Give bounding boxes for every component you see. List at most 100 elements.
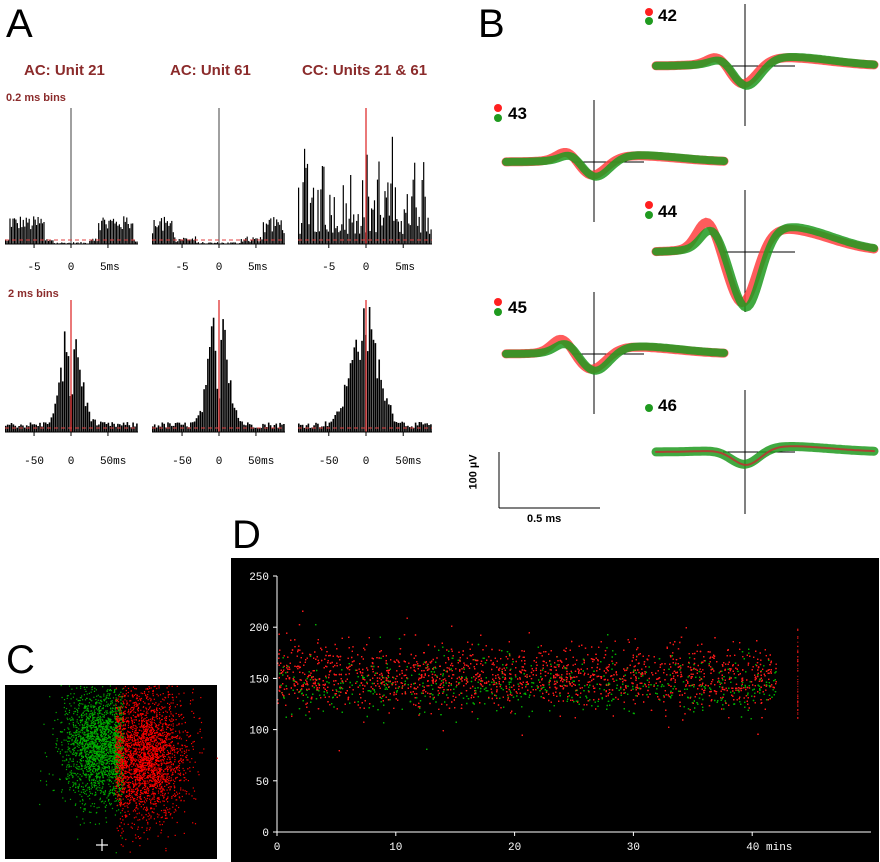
histogram-bar <box>363 217 365 244</box>
histogram-bar <box>114 223 116 244</box>
histogram-bar <box>208 242 210 244</box>
x-tick-label: 0 <box>363 262 370 274</box>
histogram-bar <box>43 222 45 244</box>
histogram-bar <box>343 384 346 432</box>
histogram-bar <box>203 389 205 432</box>
histogram-bar <box>111 220 113 244</box>
histogram-bar <box>304 148 306 244</box>
histogram-bar <box>327 231 329 244</box>
waveform-green <box>652 53 878 90</box>
histogram-bar <box>214 242 216 244</box>
plot-background <box>231 558 879 862</box>
y-tick-label: 250 <box>249 572 269 584</box>
histogram-bar <box>209 347 211 432</box>
histogram-bar <box>18 228 20 244</box>
histogram-bar <box>256 427 259 432</box>
unit-44-green-dot <box>645 211 653 219</box>
x-tick-label: -50 <box>319 456 339 468</box>
histogram-bar <box>387 182 389 244</box>
histogram-bar <box>92 419 94 432</box>
histogram-bar <box>283 233 285 244</box>
histogram-bar <box>302 182 304 244</box>
histogram-bar <box>305 425 308 432</box>
histogram-bar <box>201 412 203 432</box>
histogram-bar <box>8 239 10 244</box>
histogram-bar <box>245 238 247 244</box>
histogram-bar <box>258 427 260 432</box>
histogram-bar <box>360 225 362 244</box>
histogram-bar <box>67 356 70 432</box>
histogram-bar <box>318 231 320 244</box>
histogram-bar <box>418 422 421 432</box>
histogram-bar <box>132 223 134 244</box>
histogram-bar <box>268 219 270 244</box>
x-tick-label: -5 <box>322 262 335 274</box>
histogram-bar <box>181 239 183 244</box>
histogram-bar <box>402 233 404 244</box>
histogram-bar <box>420 422 423 432</box>
histogram-bar <box>96 241 98 244</box>
histogram-bar <box>261 239 263 244</box>
panel-b-waveforms <box>498 4 879 514</box>
histogram-bar <box>44 240 47 244</box>
histogram-bar <box>312 187 315 244</box>
histogram-bar <box>301 223 303 244</box>
histogram-bar <box>347 233 349 244</box>
histogram-bar <box>210 326 213 432</box>
histogram-bar <box>122 422 125 432</box>
panel-letter-a: A <box>6 2 33 46</box>
unit-45-label: 45 <box>508 298 527 317</box>
histogram-bar <box>159 426 162 432</box>
histogram-bar <box>273 217 275 244</box>
y-tick-label: 50 <box>256 777 269 789</box>
panel-d-amplitude-plot: 0 50 100 150 200 250 0 10 20 30 40 mins <box>231 558 879 862</box>
unit-42-red-dot <box>645 8 653 16</box>
histogram-bar <box>212 317 215 432</box>
histogram-bar <box>235 410 238 432</box>
histogram-bar <box>405 426 407 432</box>
histogram-bar <box>77 242 79 244</box>
histogram-bar <box>197 415 200 432</box>
histogram-bar <box>14 425 17 432</box>
histogram-bar <box>269 425 272 432</box>
histogram-bar <box>401 421 404 432</box>
x-tick-label: 5ms <box>248 262 268 274</box>
waveform-red <box>655 445 875 466</box>
histogram-bar <box>130 223 132 244</box>
histogram-bar <box>86 402 89 432</box>
histogram-bar <box>411 196 413 244</box>
histogram-bar <box>202 242 204 244</box>
histogram-bar <box>117 225 119 244</box>
scale-bar-x-label: 0.5 ms <box>527 513 562 525</box>
x-tick-label: 0 <box>363 456 370 468</box>
title-cc-units: CC: Units 21 & 61 <box>302 62 428 79</box>
histogram-bar <box>133 240 135 244</box>
histogram-bar <box>40 218 42 244</box>
histogram-bar <box>405 212 407 244</box>
histogram-bar <box>19 216 21 244</box>
histogram-bar <box>311 427 314 432</box>
histogram-bar <box>128 425 131 432</box>
histogram-bar <box>111 422 113 432</box>
histogram-bar <box>366 351 369 432</box>
histogram-bar <box>371 208 373 244</box>
histogram-bar <box>326 229 328 244</box>
histogram-bar <box>373 200 376 244</box>
histogram-bar <box>251 240 253 244</box>
histogram-bar <box>350 175 352 244</box>
histogram-bar <box>191 422 194 432</box>
histogram-bar <box>430 424 432 432</box>
histogram-bar <box>65 352 68 432</box>
histogram-bar <box>390 183 392 244</box>
histogram-bar <box>30 229 32 244</box>
histogram-bar <box>171 425 173 432</box>
histogram-bar <box>8 424 11 432</box>
histogram-bar <box>77 357 79 432</box>
histogram-bar <box>82 382 85 432</box>
histogram-bar <box>195 418 198 432</box>
unit-44-red-dot <box>645 201 653 209</box>
histogram-bar <box>207 358 209 432</box>
histogram-bar <box>259 237 262 244</box>
histogram-bar <box>428 425 430 432</box>
histogram-bar <box>220 339 222 432</box>
